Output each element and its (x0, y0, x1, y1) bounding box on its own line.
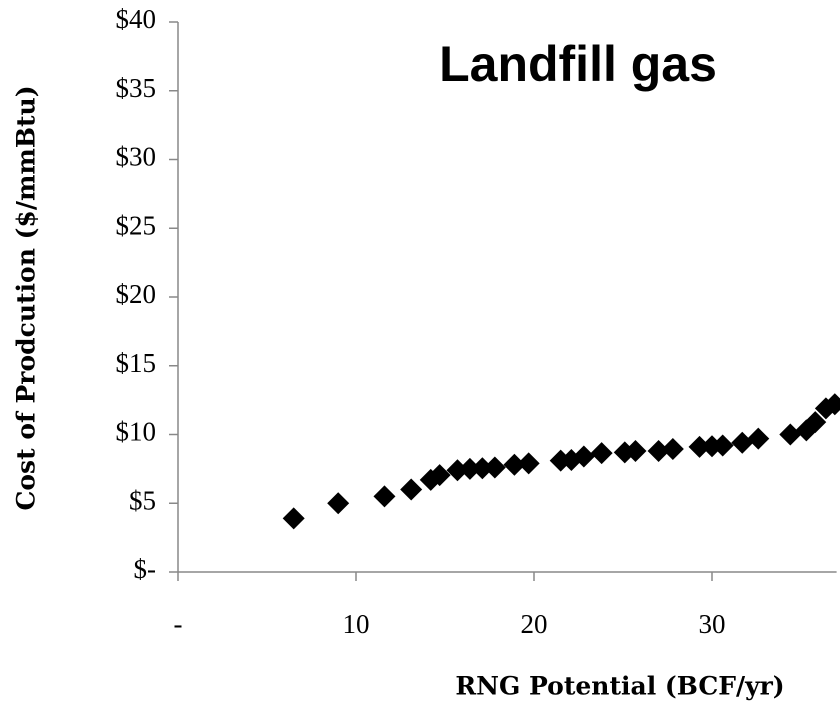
y-tick-label: $5 (129, 485, 156, 515)
y-tick-label: $20 (116, 279, 157, 309)
y-tick-label: $- (134, 554, 157, 584)
data-point (804, 411, 827, 434)
x-axis-label: RNG Potential (BCF/yr) (455, 672, 784, 701)
data-point (428, 464, 451, 487)
data-point (517, 452, 540, 475)
data-point (327, 492, 350, 515)
data-point (483, 456, 506, 479)
data-point (572, 445, 595, 468)
y-tick-label: $35 (116, 73, 157, 103)
data-point (446, 459, 469, 482)
x-tick-label: 30 (699, 609, 726, 639)
chart-title: Landfill gas (439, 36, 717, 92)
y-tick-label: $10 (116, 417, 157, 447)
data-point (688, 435, 711, 458)
y-tick-label: $25 (116, 210, 157, 240)
data-point (661, 437, 684, 460)
data-point (400, 478, 423, 501)
data-point (373, 485, 396, 508)
x-tick-label: 10 (343, 609, 370, 639)
y-axis-label: Cost of Prodcution ($/mmBtu) (12, 85, 41, 510)
x-tick-label: 20 (521, 609, 548, 639)
data-point (711, 434, 734, 457)
data-point (624, 440, 647, 462)
y-tick-label: $40 (116, 4, 157, 34)
y-tick-label: $15 (116, 348, 157, 378)
data-point (503, 453, 526, 476)
data-point (471, 457, 494, 480)
data-point (282, 507, 305, 530)
x-tick-label: - (174, 609, 183, 639)
data-point (458, 457, 481, 480)
data-point (731, 431, 754, 454)
y-tick-label: $30 (116, 142, 157, 172)
data-point (779, 423, 802, 446)
data-point (747, 427, 770, 450)
data-point (590, 442, 613, 465)
data-point (823, 393, 840, 416)
data-point (647, 440, 670, 462)
